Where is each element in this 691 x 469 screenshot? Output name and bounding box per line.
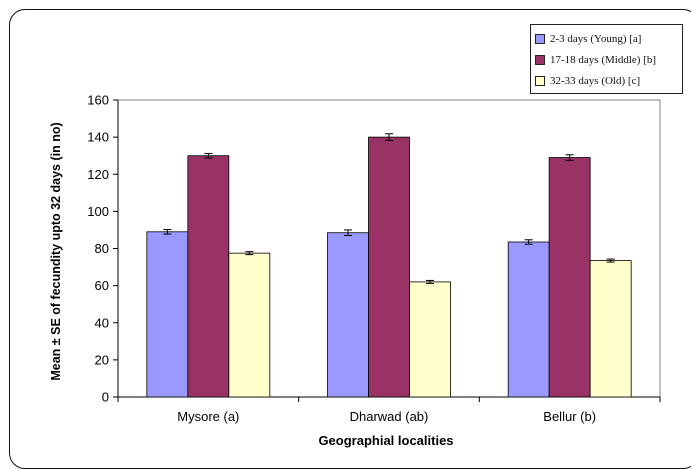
x-tick-label: Dharwad (ab) (350, 409, 429, 424)
y-axis-title: Mean ± SE of fecundity upto 32 days (in … (49, 122, 63, 380)
bar (229, 253, 270, 397)
bar (549, 158, 590, 397)
legend-item-middle: 17-18 days (Middle) [b] (535, 49, 682, 70)
legend-swatch-young (535, 34, 545, 44)
bar (508, 242, 549, 397)
legend-swatch-old (535, 76, 545, 86)
y-tick-label: 80 (95, 241, 109, 256)
legend-item-old: 32-33 days (Old) [c] (535, 70, 682, 91)
legend-label-old: 32-33 days (Old) [c] (550, 75, 640, 87)
bar (410, 282, 451, 397)
y-tick-label: 60 (95, 278, 109, 293)
bar (590, 261, 631, 397)
bar (328, 233, 369, 397)
legend-item-young: 2-3 days (Young) [a] (535, 28, 682, 49)
legend-swatch-middle (535, 55, 545, 65)
y-tick-label: 40 (95, 315, 109, 330)
bar (188, 156, 229, 397)
bar (369, 137, 410, 397)
y-tick-label: 0 (102, 390, 109, 405)
y-tick-label: 120 (87, 167, 109, 182)
x-tick-label: Mysore (a) (177, 409, 239, 424)
x-tick-label: Bellur (b) (543, 409, 596, 424)
y-tick-label: 140 (87, 130, 109, 145)
y-tick-label: 20 (95, 352, 109, 367)
legend-label-young: 2-3 days (Young) [a] (550, 33, 641, 45)
legend-label-middle: 17-18 days (Middle) [b] (550, 54, 656, 66)
bar (147, 232, 188, 397)
x-axis-title: Geographial localities (318, 433, 453, 448)
y-tick-label: 160 (87, 93, 109, 108)
y-tick-label: 100 (87, 204, 109, 219)
chart-legend: 2-3 days (Young) [a] 17-18 days (Middle)… (530, 24, 683, 94)
